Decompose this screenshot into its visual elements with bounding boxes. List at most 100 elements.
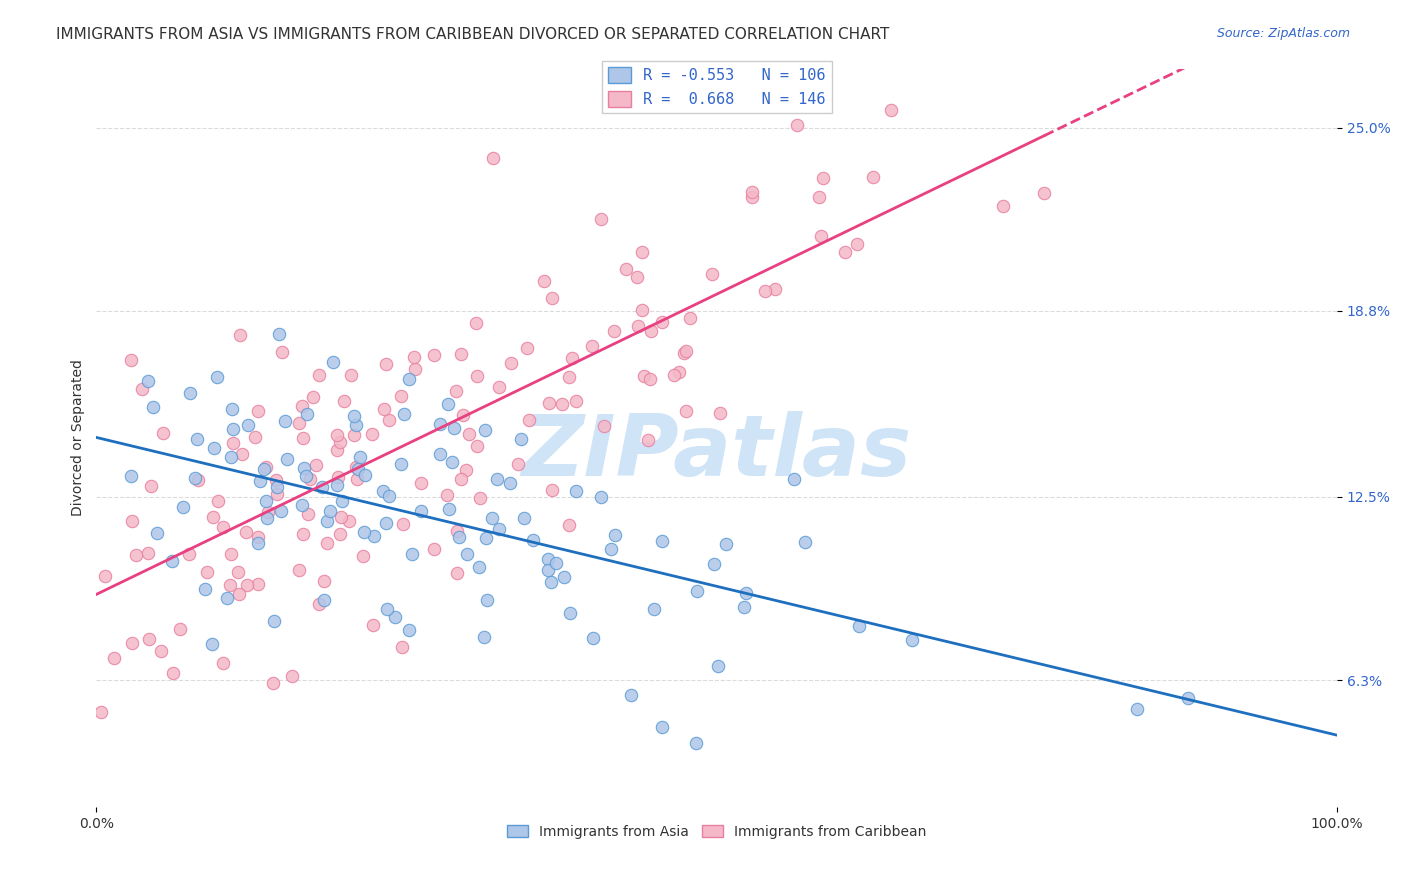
Point (187, 473, 209, 487)
Point (640, 324, 662, 338)
Point (651, 720, 673, 734)
Point (291, 498, 314, 512)
Point (391, 516, 413, 531)
Point (533, 274, 555, 288)
Point (591, 490, 613, 504)
Point (264, 474, 287, 488)
Point (741, 190, 763, 204)
Point (321, 354, 343, 368)
Point (735, 586, 758, 600)
Point (349, 450, 371, 465)
Point (429, 417, 451, 432)
Point (138, 632, 160, 646)
Point (437, 501, 460, 516)
Point (131, 382, 153, 396)
Point (605, 528, 627, 542)
Point (329, 527, 352, 541)
Point (352, 549, 374, 563)
Point (783, 472, 806, 486)
Point (1126, 702, 1149, 716)
Point (212, 520, 235, 534)
Point (834, 245, 856, 260)
Point (314, 574, 336, 589)
Point (373, 483, 395, 498)
Point (488, 380, 510, 394)
Point (446, 524, 468, 539)
Point (643, 601, 665, 615)
Point (470, 491, 492, 505)
Point (991, 199, 1014, 213)
Point (292, 527, 315, 541)
Point (316, 535, 339, 549)
Point (266, 487, 288, 501)
Point (454, 463, 477, 477)
Point (228, 587, 250, 601)
Point (640, 372, 662, 386)
Point (295, 469, 318, 483)
Point (344, 459, 367, 474)
Point (179, 386, 201, 401)
Point (436, 488, 458, 502)
Point (848, 619, 870, 633)
Point (222, 436, 245, 450)
Point (537, 563, 560, 577)
Point (440, 455, 463, 469)
Point (375, 357, 398, 371)
Point (449, 530, 471, 544)
Point (271, 345, 294, 359)
Point (343, 428, 366, 442)
Point (630, 244, 652, 259)
Point (544, 556, 567, 570)
Point (488, 522, 510, 536)
Point (481, 510, 503, 524)
Point (581, 339, 603, 353)
Point (291, 399, 314, 413)
Point (288, 563, 311, 577)
Point (211, 656, 233, 670)
Point (297, 508, 319, 522)
Point (620, 688, 643, 702)
Point (343, 409, 366, 423)
Point (811, 170, 834, 185)
Point (481, 151, 503, 165)
Point (540, 291, 562, 305)
Point (444, 384, 467, 398)
Point (312, 592, 335, 607)
Point (103, 650, 125, 665)
Point (177, 547, 200, 561)
Point (202, 510, 225, 524)
Point (375, 516, 398, 530)
Point (384, 610, 406, 624)
Y-axis label: Divorced or Separated: Divorced or Separated (72, 359, 86, 516)
Point (675, 344, 697, 359)
Point (537, 552, 560, 566)
Point (136, 546, 159, 560)
Point (121, 514, 143, 528)
Point (389, 458, 412, 472)
Point (194, 582, 217, 596)
Point (326, 470, 349, 484)
Point (541, 483, 564, 497)
Point (465, 316, 488, 330)
Point (254, 459, 277, 474)
Point (558, 517, 581, 532)
Point (880, 103, 903, 117)
Point (581, 631, 603, 645)
Point (700, 267, 723, 281)
Point (522, 533, 544, 548)
Point (733, 599, 755, 614)
Point (389, 389, 412, 403)
Point (398, 624, 420, 638)
Point (398, 371, 420, 385)
Point (152, 425, 174, 440)
Point (551, 397, 574, 411)
Point (337, 514, 360, 528)
Point (139, 479, 162, 493)
Point (561, 351, 583, 365)
Point (537, 395, 560, 409)
Point (266, 480, 288, 494)
Point (391, 640, 413, 654)
Point (614, 261, 637, 276)
Point (696, 76, 718, 90)
Point (363, 529, 385, 543)
